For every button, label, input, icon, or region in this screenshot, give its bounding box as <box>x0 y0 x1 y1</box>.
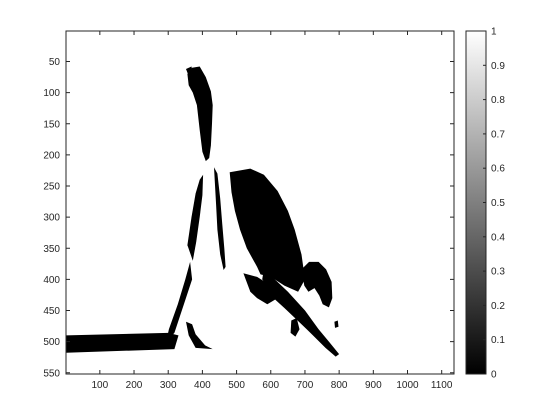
y-tick-label: 200 <box>43 150 60 161</box>
y-tick-label: 550 <box>43 368 60 379</box>
y-tick-label: 300 <box>43 213 60 224</box>
x-tick-label: 600 <box>262 380 279 391</box>
x-tick-label: 700 <box>297 380 314 391</box>
image-regions <box>66 66 340 357</box>
region-penguin2-stripe <box>270 285 329 347</box>
region-rock-main <box>229 168 305 292</box>
x-tick-label: 400 <box>194 380 211 391</box>
y-tick-label: 100 <box>43 88 60 99</box>
region-penguin-left-back <box>187 174 204 261</box>
y-tick-label: 500 <box>43 337 60 348</box>
region-penguin-beak <box>186 66 193 78</box>
colorbar-axis: 0 0.1 0.2 0.3 0.4 0.5 0.6 0.7 0.8 0.9 1 <box>483 27 505 381</box>
colorbar-tick-label: 0.2 <box>491 301 505 312</box>
y-tick-label: 150 <box>43 119 60 130</box>
colorbar-tick-label: 0.4 <box>491 232 505 243</box>
x-axis: 100 200 300 400 500 600 700 800 900 1000 1100 <box>91 31 453 391</box>
region-penguin2-bill <box>262 269 340 357</box>
x-tick-label: 1100 <box>431 380 453 391</box>
region-penguin2-head <box>301 261 333 308</box>
y-tick-label: 50 <box>49 57 61 68</box>
colorbar-tick-label: 1 <box>491 27 497 38</box>
y-axis: 50 100 150 200 250 300 350 400 450 500 550 <box>43 57 454 379</box>
x-tick-label: 1000 <box>396 380 419 391</box>
x-tick-label: 100 <box>91 380 108 391</box>
region-rock-lower <box>243 273 278 305</box>
x-tick-label: 900 <box>365 380 382 391</box>
plot-frame <box>65 30 455 375</box>
colorbar-tick-label: 0 <box>491 370 497 381</box>
region-foot-shadow <box>186 321 213 350</box>
colorbar-tick-label: 0.5 <box>491 198 505 209</box>
x-tick-label: 300 <box>160 380 177 391</box>
colorbar-tick-label: 0.6 <box>491 164 505 175</box>
colorbar-tick-label: 0.1 <box>491 335 505 346</box>
colorbar-tick-label: 0.3 <box>491 267 505 278</box>
x-tick-label: 800 <box>331 380 348 391</box>
y-tick-label: 400 <box>43 275 60 286</box>
region-right-dot <box>334 320 339 328</box>
region-small-blob <box>290 318 300 337</box>
x-tick-label: 500 <box>228 380 245 391</box>
y-tick-label: 350 <box>43 244 60 255</box>
y-tick-label: 250 <box>43 182 60 193</box>
region-penguin-head-neck <box>187 66 213 162</box>
colorbar-tick-label: 0.9 <box>491 61 505 72</box>
region-ground-band <box>66 332 179 353</box>
y-tick-label: 450 <box>43 306 60 317</box>
x-tick-label: 200 <box>126 380 143 391</box>
colorbar-tick-label: 0.8 <box>491 95 505 106</box>
region-flipper-shadow <box>166 261 193 342</box>
colorbar-tick-label: 0.7 <box>491 129 505 140</box>
region-penguin-right-outline <box>214 167 226 270</box>
